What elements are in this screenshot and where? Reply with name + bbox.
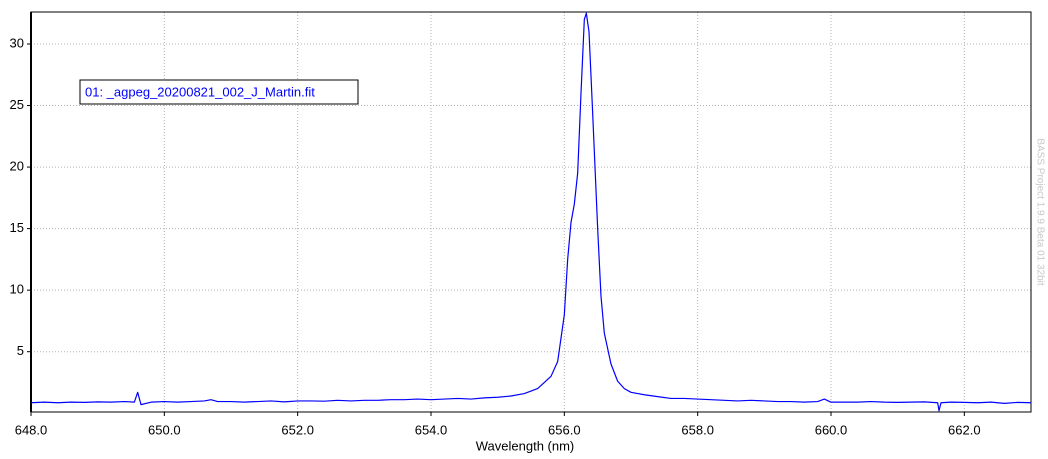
y-tick-label: 25	[10, 97, 24, 112]
x-tick-label: 660.0	[815, 422, 848, 437]
x-tick-label: 650.0	[148, 422, 181, 437]
watermark: BASS Project 1.9.9 Beta 01 32bit	[1034, 138, 1045, 286]
y-tick-label: 20	[10, 159, 24, 174]
series-line	[30, 12, 1032, 412]
y-tick-label: 10	[10, 282, 24, 297]
y-tick-label: 30	[10, 35, 24, 50]
x-axis-label: Wavelength (nm)	[476, 438, 575, 453]
legend-label: 01: _agpeg_20200821_002_J_Martin.fit	[85, 84, 315, 99]
x-tick-label: 648.0	[15, 422, 48, 437]
x-tick-label: 662.0	[948, 422, 981, 437]
x-tick-label: 658.0	[681, 422, 714, 437]
x-tick-label: 654.0	[415, 422, 448, 437]
legend-box	[79, 79, 359, 105]
y-tick-label: 15	[10, 220, 24, 235]
x-tick-label: 656.0	[548, 422, 581, 437]
x-tick-label: 652.0	[281, 422, 314, 437]
y-tick-label: 5	[17, 343, 24, 358]
